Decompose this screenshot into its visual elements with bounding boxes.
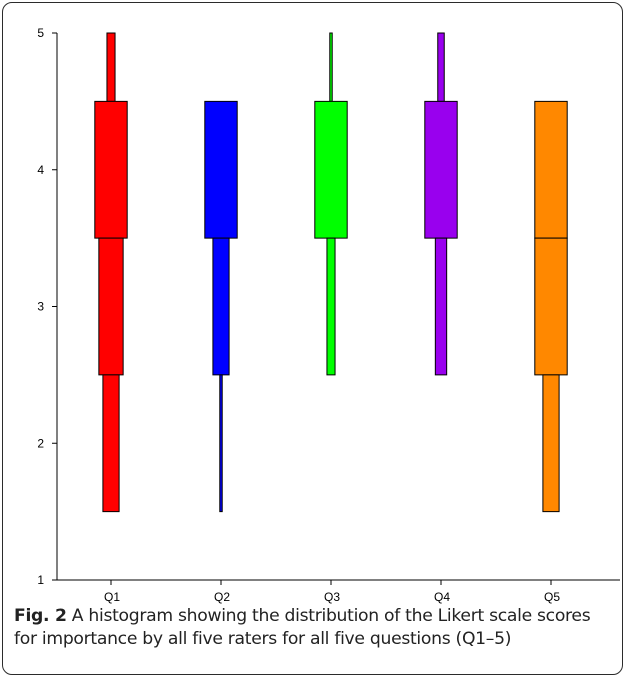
y-tick-label: 5: [37, 26, 44, 40]
x-tick-label: Q2: [214, 590, 230, 604]
histogram-bar-q5: [542, 374, 560, 513]
histogram-bar-q2: [219, 374, 223, 513]
histogram-bar-q2: [204, 100, 238, 239]
y-tick-label: 3: [37, 300, 44, 314]
histogram-bar-q1: [98, 237, 124, 376]
histogram-bar-q1: [102, 374, 120, 513]
histogram-bar-q3: [329, 32, 333, 102]
x-tick-label: Q3: [324, 590, 340, 604]
caption-text: A histogram showing the distribution of …: [14, 606, 591, 649]
histogram-bar-q1: [94, 100, 128, 239]
y-tick-label: 4: [37, 163, 44, 177]
x-tick-label: Q4: [434, 590, 450, 604]
histogram-bar-q4: [437, 32, 445, 102]
x-tick-label: Q5: [544, 590, 560, 604]
caption-label: Fig. 2: [14, 606, 67, 626]
y-tick-label: 1: [37, 573, 44, 587]
histogram-bar-q4: [434, 237, 448, 376]
histogram-bar-q4: [424, 100, 458, 239]
histogram-bar-q2: [212, 237, 230, 376]
y-tick-label: 2: [37, 436, 44, 450]
x-tick-label: Q1: [104, 590, 120, 604]
histogram-bar-q3: [314, 100, 348, 239]
histogram-bar-q3: [326, 237, 336, 376]
figure-caption: Fig. 2 A histogram showing the distribut…: [14, 605, 614, 651]
histogram-bar-q5: [534, 237, 568, 376]
histogram-bar-q5: [534, 100, 568, 239]
histogram-chart: 1 2 3 4 5 Q1 Q2 Q3 Q4 Q5: [37, 26, 620, 604]
histogram-bar-q1: [106, 32, 116, 102]
